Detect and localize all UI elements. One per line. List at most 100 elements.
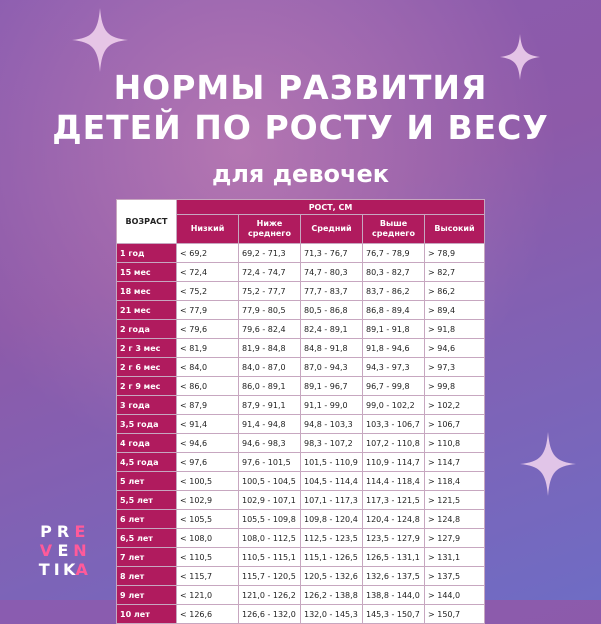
table-row: 2 года < 79,6 79,6 - 82,4 82,4 - 89,1 89,1 -…: [116, 319, 486, 339]
value-cell: < 86,0: [176, 376, 239, 396]
value-cell: > 89,4: [423, 300, 486, 320]
value-cell: > 144,0: [423, 585, 486, 605]
value-cell: 112,5 - 123,5: [300, 528, 363, 548]
value-cell: < 72,4: [176, 262, 239, 282]
value-cell: 80,5 - 86,8: [300, 300, 363, 320]
age-cell: 5,5 лет: [116, 490, 177, 510]
value-cell: 75,2 - 77,7: [238, 281, 301, 301]
logo-letter: V: [39, 541, 53, 560]
value-cell: < 87,9: [176, 395, 239, 415]
value-cell: 80,3 - 82,7: [362, 262, 425, 282]
value-cell: 102,9 - 107,1: [238, 490, 301, 510]
value-cell: 91,8 - 94,6: [362, 338, 425, 358]
column-header: Ниже среднего: [238, 214, 301, 244]
age-cell: 7 лет: [116, 547, 177, 567]
value-cell: 89,1 - 96,7: [300, 376, 363, 396]
value-cell: > 91,8: [423, 319, 486, 339]
value-cell: 126,6 - 132,0: [238, 604, 301, 624]
value-cell: < 81,9: [176, 338, 239, 358]
value-cell: > 121,5: [423, 490, 486, 510]
sparkle-icon: [520, 432, 576, 496]
value-cell: 101,5 - 110,9: [300, 452, 363, 472]
value-cell: 91,1 - 99,0: [300, 395, 363, 415]
value-cell: < 79,6: [176, 319, 239, 339]
value-cell: 96,7 - 99,8: [362, 376, 425, 396]
value-cell: 94,3 - 97,3: [362, 357, 425, 377]
table-row: 10 лет < 126,6 126,6 - 132,0 132,0 - 145,3 1…: [116, 604, 486, 624]
age-cell: 2 года: [116, 319, 177, 339]
table-row: 8 лет < 115,7 115,7 - 120,5 120,5 - 132,6 13…: [116, 566, 486, 586]
column-header: Низкий: [176, 214, 239, 244]
table-row: 6 лет < 105,5 105,5 - 109,8 109,8 - 120,4 12…: [116, 509, 486, 529]
value-cell: 98,3 - 107,2: [300, 433, 363, 453]
column-header: Высокий: [423, 214, 486, 244]
value-cell: 71,3 - 76,7: [300, 243, 363, 263]
page-title-line2: ДЕТЕЙ ПО РОСТУ И ВЕСУ: [52, 108, 549, 147]
table-row: 21 мес < 77,9 77,9 - 80,5 80,5 - 86,8 86,8 -…: [116, 300, 486, 320]
table-row: 15 мес < 72,4 72,4 - 74,7 74,7 - 80,3 80,3 -…: [116, 262, 486, 282]
value-cell: 99,0 - 102,2: [362, 395, 425, 415]
value-cell: 77,7 - 83,7: [300, 281, 363, 301]
value-cell: 72,4 - 74,7: [238, 262, 301, 282]
value-cell: 86,0 - 89,1: [238, 376, 301, 396]
value-cell: 87,0 - 94,3: [300, 357, 363, 377]
table-row: 5,5 лет < 102,9 102,9 - 107,1 107,1 - 117,3…: [116, 490, 486, 510]
logo-letter: R: [56, 522, 70, 541]
value-cell: 110,5 - 115,1: [238, 547, 301, 567]
table-row: 5 лет < 100,5 100,5 - 104,5 104,5 - 114,4 11…: [116, 471, 486, 491]
value-cell: < 102,9: [176, 490, 239, 510]
value-cell: 77,9 - 80,5: [238, 300, 301, 320]
value-cell: 94,6 - 98,3: [238, 433, 301, 453]
age-cell: 2 г 3 мес: [116, 338, 177, 358]
value-cell: 120,5 - 132,6: [300, 566, 363, 586]
logo-letter: P: [40, 522, 52, 541]
value-cell: > 82,7: [423, 262, 486, 282]
value-cell: 120,4 - 124,8: [362, 509, 425, 529]
value-cell: > 110,8: [423, 433, 486, 453]
age-cell: 8 лет: [116, 566, 177, 586]
value-cell: 91,4 - 94,8: [238, 414, 301, 434]
table-row: 3,5 года < 91,4 91,4 - 94,8 94,8 - 103,3 103…: [116, 414, 486, 434]
value-cell: < 84,0: [176, 357, 239, 377]
value-cell: < 108,0: [176, 528, 239, 548]
table-row: 1 год < 69,2 69,2 - 71,3 71,3 - 76,7 76,7 - …: [116, 243, 486, 263]
value-cell: 74,7 - 80,3: [300, 262, 363, 282]
value-cell: 121,0 - 126,2: [238, 585, 301, 605]
table-row: 3 года < 87,9 87,9 - 91,1 91,1 - 99,0 99,0 -…: [116, 395, 486, 415]
value-cell: > 86,2: [423, 281, 486, 301]
table-row: 18 мес < 75,2 75,2 - 77,7 77,7 - 83,7 83,7 -…: [116, 281, 486, 301]
value-cell: > 114,7: [423, 452, 486, 472]
age-column-header: ВОЗРАСТ: [116, 199, 177, 244]
age-cell: 4 года: [116, 433, 177, 453]
value-cell: > 99,8: [423, 376, 486, 396]
table-row: 4,5 года < 97,6 97,6 - 101,5 101,5 - 110,9 1…: [116, 452, 486, 472]
value-cell: 115,7 - 120,5: [238, 566, 301, 586]
value-cell: 114,4 - 118,4: [362, 471, 425, 491]
age-cell: 21 мес: [116, 300, 177, 320]
value-cell: 132,6 - 137,5: [362, 566, 425, 586]
column-header: Выше среднего: [362, 214, 425, 244]
table-body: 1 год < 69,2 69,2 - 71,3 71,3 - 76,7 76,7 - …: [116, 243, 486, 624]
value-cell: 115,1 - 126,5: [300, 547, 363, 567]
preventika-logo: P R E V E N T I K A: [38, 522, 88, 579]
value-cell: > 78,9: [423, 243, 486, 263]
value-cell: 138,8 - 144,0: [362, 585, 425, 605]
value-cell: 79,6 - 82,4: [238, 319, 301, 339]
age-cell: 10 лет: [116, 604, 177, 624]
value-cell: < 91,4: [176, 414, 239, 434]
value-cell: < 126,6: [176, 604, 239, 624]
value-cell: 97,6 - 101,5: [238, 452, 301, 472]
value-cell: 123,5 - 127,9: [362, 528, 425, 548]
value-cell: 126,2 - 138,8: [300, 585, 363, 605]
logo-letter: E: [74, 522, 86, 541]
age-cell: 4,5 года: [116, 452, 177, 472]
value-cell: < 75,2: [176, 281, 239, 301]
table-row: 2 г 6 мес < 84,0 84,0 - 87,0 87,0 - 94,3 94,…: [116, 357, 486, 377]
value-cell: 87,9 - 91,1: [238, 395, 301, 415]
value-cell: 94,8 - 103,3: [300, 414, 363, 434]
value-cell: < 100,5: [176, 471, 239, 491]
value-cell: 105,5 - 109,8: [238, 509, 301, 529]
sparkle-icon: [500, 34, 540, 80]
value-cell: 86,8 - 89,4: [362, 300, 425, 320]
table-row: 9 лет < 121,0 121,0 - 126,2 126,2 - 138,8 13…: [116, 585, 486, 605]
